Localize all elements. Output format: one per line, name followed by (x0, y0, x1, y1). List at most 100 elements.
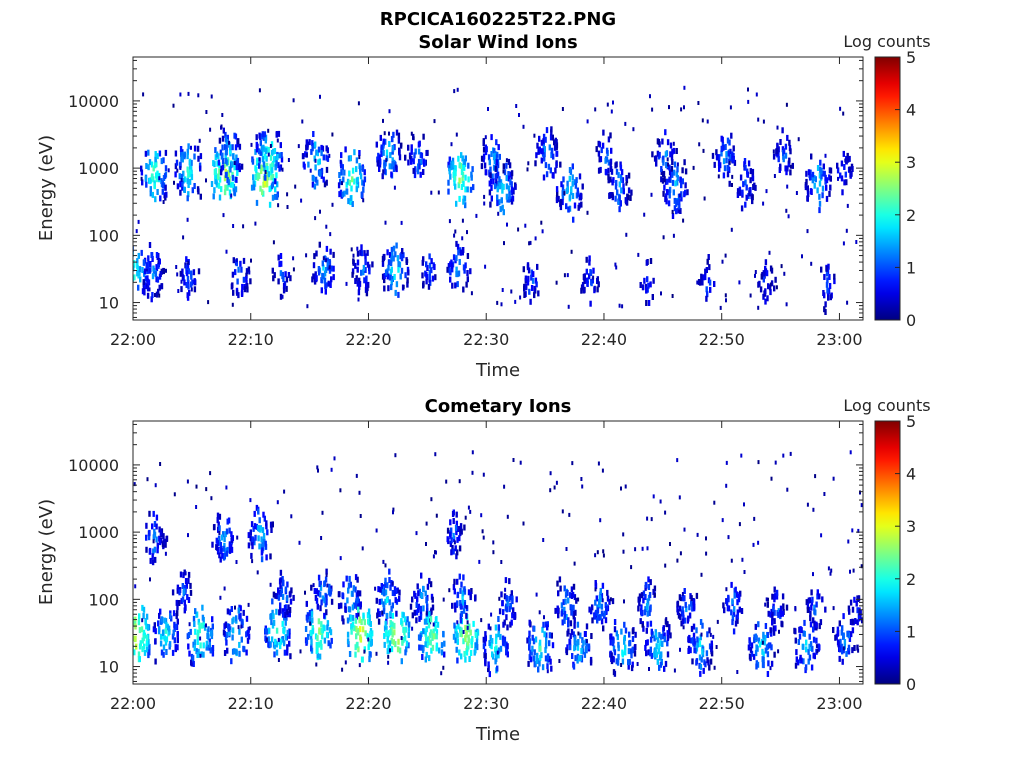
heatmap-cell (139, 640, 142, 647)
heatmap-cell (260, 556, 264, 563)
heatmap-cell (605, 605, 608, 612)
heatmap-cell (142, 629, 146, 636)
heatmap-cell (187, 279, 190, 286)
heatmap-cell (407, 632, 410, 638)
heatmap-cell (456, 536, 459, 543)
heatmap-cell (179, 189, 182, 196)
heatmap-cell (811, 171, 815, 178)
heatmap-cell (456, 591, 460, 598)
heatmap-cell (277, 203, 280, 208)
heatmap-cell (472, 620, 475, 627)
heatmap-cell (789, 451, 792, 456)
heatmap-cell (327, 640, 330, 647)
heatmap-cell (400, 220, 403, 225)
heatmap-cell (489, 626, 492, 631)
heatmap-cell (830, 568, 833, 573)
heatmap-cell (544, 655, 548, 662)
solar-wind-y-axis-label: Energy (eV) (36, 135, 57, 241)
heatmap-cell (361, 179, 364, 186)
heatmap-cell (224, 547, 227, 554)
heatmap-cell (548, 632, 552, 639)
heatmap-cell (660, 291, 662, 296)
heatmap-cell (762, 293, 765, 300)
heatmap-cell (148, 529, 151, 536)
heatmap-cell (192, 641, 195, 648)
heatmap-cell (435, 513, 438, 518)
heatmap-cell (807, 648, 810, 655)
heatmap-cell (394, 251, 397, 258)
heatmap-cell (175, 265, 178, 269)
heatmap-cell (598, 598, 601, 605)
heatmap-cell (348, 651, 352, 657)
x-tick-label: 22:40 (581, 330, 627, 349)
heatmap-cell (384, 269, 388, 276)
heatmap-cell (180, 279, 183, 284)
heatmap-cell (460, 610, 463, 617)
heatmap-cell (846, 300, 849, 305)
heatmap-cell (190, 287, 193, 292)
heatmap-cell (842, 646, 845, 651)
heatmap-cell (193, 183, 196, 189)
heatmap-cell (773, 586, 776, 593)
heatmap-cell (456, 87, 459, 92)
heatmap-cell (850, 631, 853, 638)
heatmap-cell (425, 150, 428, 156)
heatmap-cell (705, 650, 709, 657)
heatmap-cell (462, 574, 465, 581)
heatmap-cell (778, 629, 780, 634)
heatmap-cell (573, 594, 577, 601)
heatmap-cell (147, 279, 151, 286)
heatmap-cell (750, 650, 754, 657)
heatmap-cell (690, 600, 693, 607)
heatmap-cell (270, 174, 273, 181)
heatmap-cell (464, 635, 467, 642)
heatmap-cell (493, 153, 496, 159)
heatmap-cell (390, 637, 393, 644)
heatmap-cell (526, 262, 530, 269)
heatmap-cell (578, 173, 582, 180)
heatmap-cell (607, 136, 611, 143)
heatmap-cell (429, 616, 433, 623)
heatmap-cell (314, 164, 317, 171)
heatmap-cell (742, 181, 745, 188)
colorbar-tick-label: 3 (906, 153, 916, 172)
heatmap-cell (847, 648, 851, 655)
heatmap-cell (180, 173, 183, 180)
heatmap-cluster (711, 132, 737, 187)
heatmap-cell (429, 581, 433, 588)
heatmap-cell (664, 196, 667, 203)
heatmap-cell (357, 101, 360, 106)
heatmap-cell (765, 597, 768, 602)
heatmap-cell (164, 149, 168, 156)
heatmap-cell (668, 186, 672, 193)
heatmap-cell (535, 592, 538, 597)
x-tick-label: 22:40 (581, 694, 627, 713)
heatmap-cell (424, 590, 427, 597)
heatmap-cell (731, 619, 734, 626)
heatmap-cell (141, 618, 144, 623)
heatmap-cell (480, 513, 483, 518)
heatmap-cell (425, 278, 428, 285)
heatmap-cell (358, 277, 361, 284)
heatmap-cell (754, 633, 757, 640)
heatmap-cell (545, 127, 549, 134)
heatmap-cell (769, 627, 772, 634)
heatmap-cell (357, 610, 360, 617)
heatmap-cell (725, 157, 728, 164)
heatmap-cell (420, 592, 423, 599)
heatmap-cell (397, 137, 401, 144)
heatmap-cell (846, 156, 850, 163)
heatmap-cell (705, 267, 708, 273)
heatmap-cell (466, 276, 469, 283)
heatmap-cell (731, 598, 734, 605)
heatmap-cell (612, 177, 615, 184)
heatmap-cell (672, 233, 675, 238)
heatmap-cell (500, 302, 503, 307)
heatmap-cell (649, 636, 653, 643)
heatmap-cell (189, 628, 192, 635)
heatmap-cell (469, 650, 473, 656)
heatmap-cell (190, 174, 194, 181)
heatmap-cell (762, 276, 765, 283)
heatmap-cell (317, 574, 321, 581)
heatmap-cell (261, 131, 264, 138)
